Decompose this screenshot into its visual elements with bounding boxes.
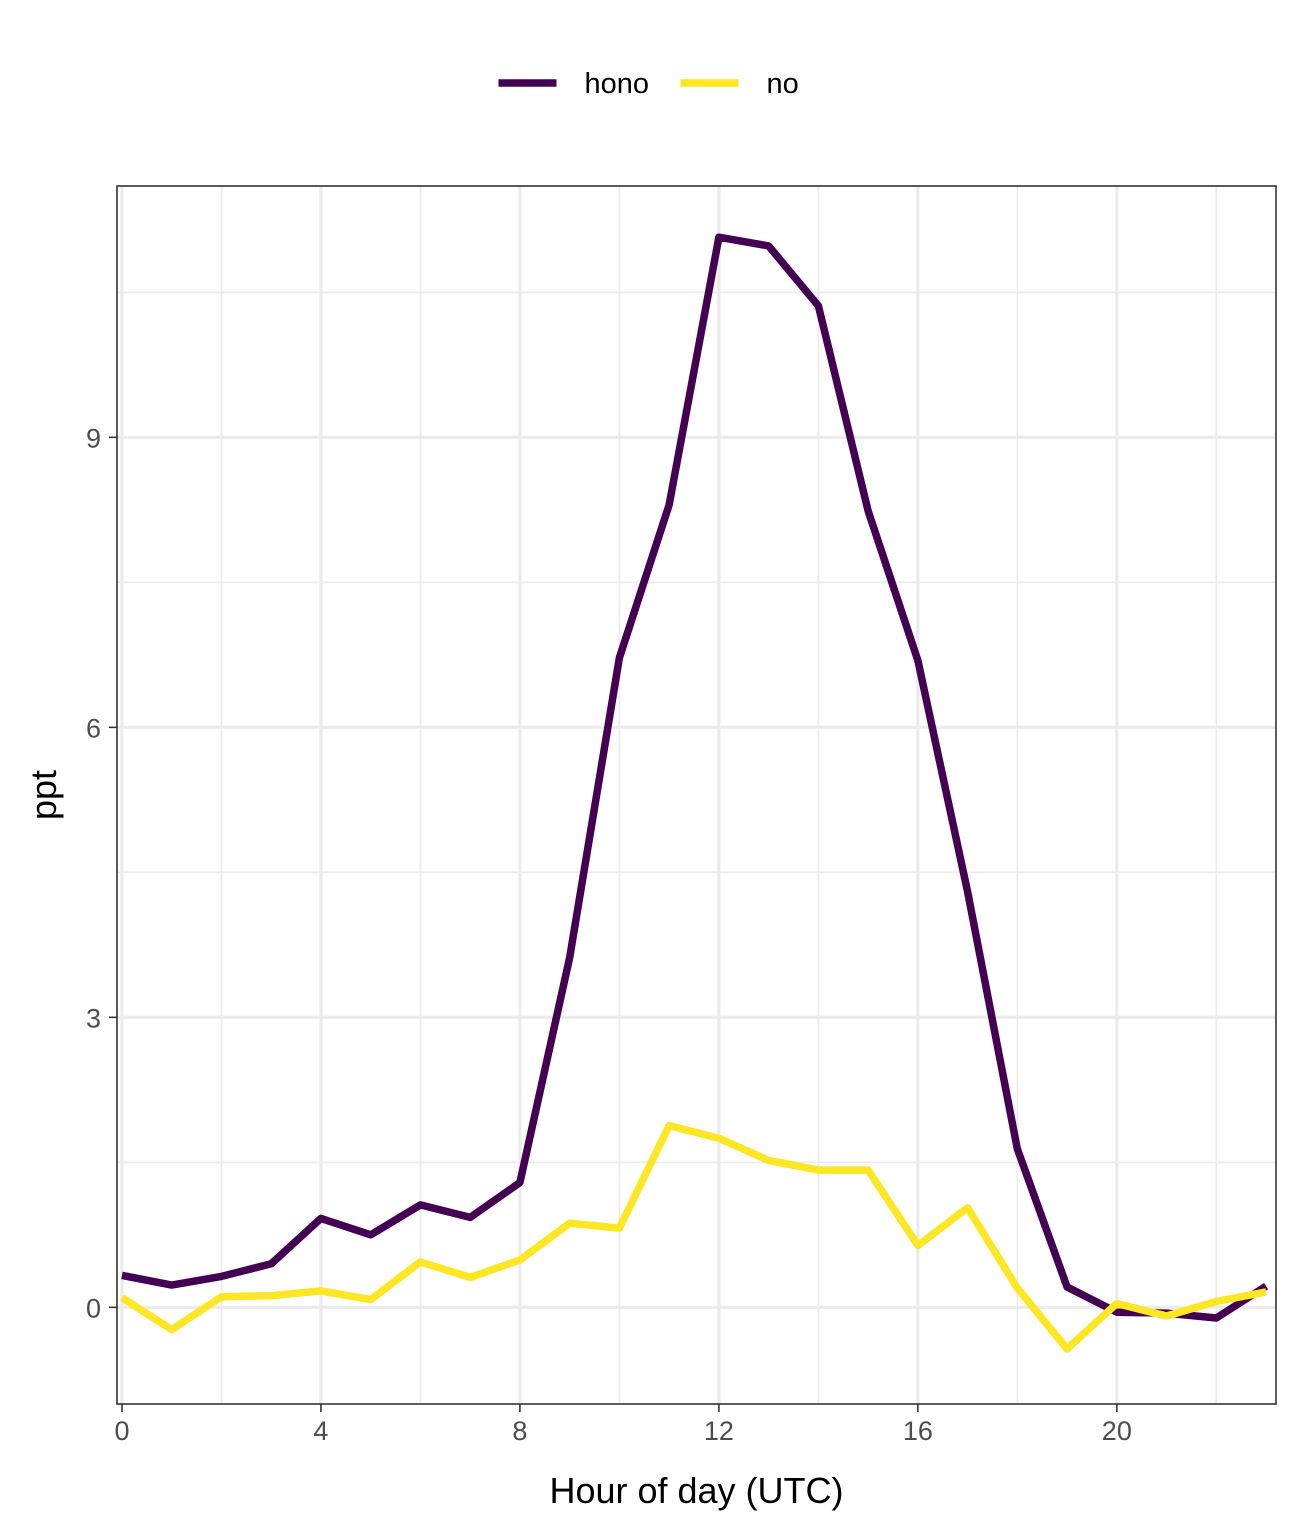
y-tick-label: 6 bbox=[86, 713, 101, 743]
legend: hono no bbox=[498, 68, 799, 100]
panel-border bbox=[116, 185, 1277, 1405]
major-gridlines bbox=[117, 186, 1276, 1404]
y-tick-label: 3 bbox=[86, 1003, 101, 1033]
y-axis-title: ppt bbox=[23, 770, 64, 820]
x-tick-label: 0 bbox=[114, 1416, 129, 1446]
x-tick-label: 8 bbox=[512, 1416, 527, 1446]
x-axis-title: Hour of day (UTC) bbox=[549, 1470, 843, 1511]
minor-gridlines bbox=[117, 186, 1276, 1404]
y-tick-label: 0 bbox=[86, 1293, 101, 1323]
y-axis: 0 3 6 9 bbox=[86, 423, 117, 1323]
series-line-hono bbox=[121, 233, 1269, 1322]
x-tick-label: 20 bbox=[1102, 1416, 1132, 1446]
legend-item-no: no bbox=[680, 68, 799, 100]
x-axis: 0 4 8 12 16 20 bbox=[114, 1404, 1132, 1446]
x-tick-label: 16 bbox=[903, 1416, 933, 1446]
y-tick-label: 9 bbox=[86, 423, 101, 453]
legend-item-hono: hono bbox=[498, 68, 650, 100]
series-layer bbox=[119, 233, 1269, 1353]
x-tick-label: 12 bbox=[704, 1416, 734, 1446]
series-line-no bbox=[119, 1121, 1267, 1353]
legend-label-no: no bbox=[767, 68, 799, 100]
legend-label-hono: hono bbox=[585, 68, 650, 100]
x-tick-label: 4 bbox=[313, 1416, 328, 1446]
